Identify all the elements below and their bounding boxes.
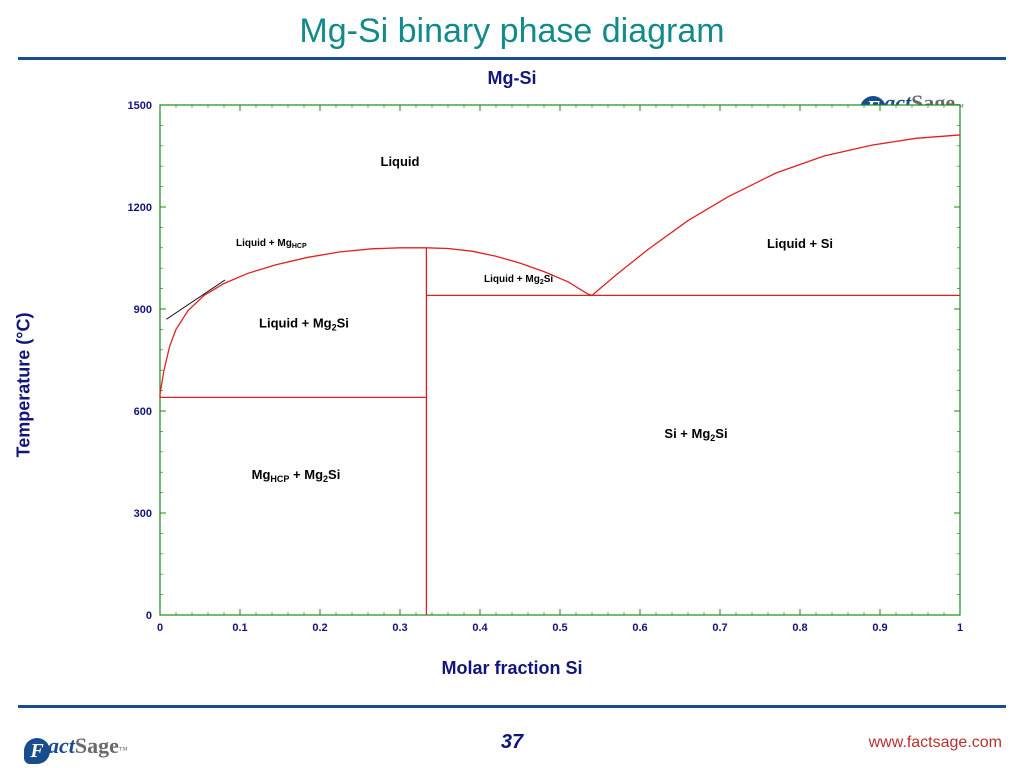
- svg-text:Liquid + Si: Liquid + Si: [767, 236, 833, 251]
- footer: FactSage™ 37 www.factsage.com: [0, 718, 1024, 768]
- y-axis-label: Temperature (°C): [14, 313, 35, 458]
- logo-badge-icon: F: [24, 738, 50, 764]
- svg-text:600: 600: [134, 406, 152, 418]
- chart-svg: 0 0.1 0.2 0.3 0.4 0.5 0.6 0.7 0.8 0.9 1 0 300 600 900 1…: [40, 95, 984, 675]
- svg-text:Si + Mg2Si: Si + Mg2Si: [664, 426, 727, 443]
- slide-title: Mg-Si binary phase diagram: [0, 0, 1024, 57]
- bottom-rule: [18, 705, 1006, 708]
- slide: Mg-Si binary phase diagram Mg-Si FactSag…: [0, 0, 1024, 768]
- svg-text:1500: 1500: [128, 100, 152, 112]
- svg-text:0.4: 0.4: [472, 622, 488, 634]
- logo-text-fact: act: [48, 733, 75, 759]
- svg-text:0.7: 0.7: [712, 622, 727, 634]
- svg-text:0.5: 0.5: [552, 622, 567, 634]
- x-axis-label: Molar fraction Si: [441, 658, 582, 679]
- logo-text-sage: Sage: [75, 733, 119, 759]
- logo-tm: ™: [119, 745, 128, 755]
- page-number: 37: [501, 731, 523, 754]
- site-link[interactable]: www.factsage.com: [869, 734, 1002, 752]
- svg-text:0: 0: [157, 622, 163, 634]
- svg-text:0.1: 0.1: [232, 622, 247, 634]
- svg-text:Liquid: Liquid: [381, 154, 420, 169]
- svg-text:900: 900: [134, 304, 152, 316]
- top-rule: [18, 57, 1006, 60]
- svg-text:0.3: 0.3: [392, 622, 407, 634]
- phase-diagram-chart: 0 0.1 0.2 0.3 0.4 0.5 0.6 0.7 0.8 0.9 1 0 300 600 900 1…: [40, 95, 984, 675]
- svg-text:0.8: 0.8: [792, 622, 807, 634]
- svg-text:300: 300: [134, 508, 152, 520]
- svg-text:Liquid + Mg2Si: Liquid + Mg2Si: [484, 274, 553, 286]
- chart-subtitle: Mg-Si: [0, 68, 1024, 89]
- svg-text:0.6: 0.6: [632, 622, 647, 634]
- svg-text:0.9: 0.9: [872, 622, 887, 634]
- svg-text:0: 0: [146, 610, 152, 622]
- factsage-logo-bottom: FactSage™: [24, 733, 128, 761]
- svg-text:0.2: 0.2: [312, 622, 327, 634]
- svg-text:1: 1: [957, 622, 963, 634]
- svg-text:1200: 1200: [128, 202, 152, 214]
